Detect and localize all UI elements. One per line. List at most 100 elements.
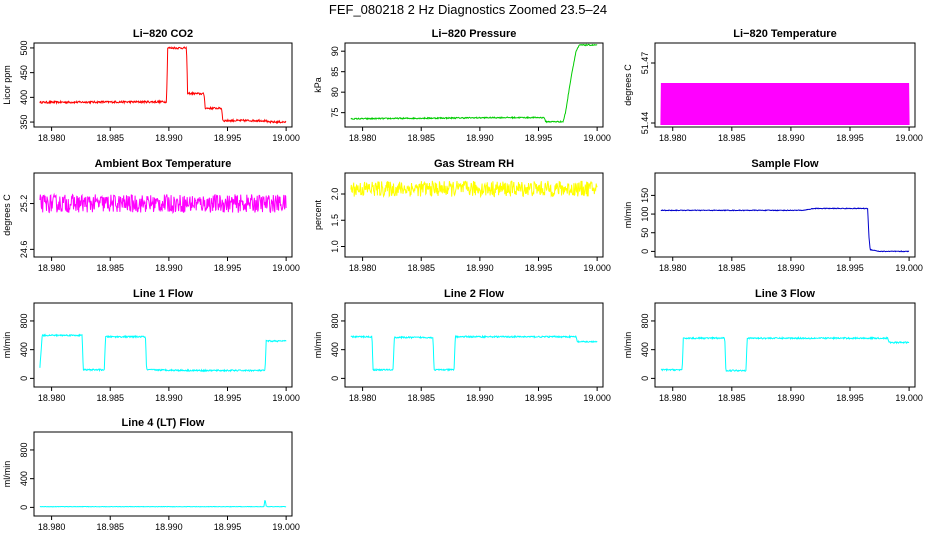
y-tick-label: 0 (19, 505, 29, 510)
y-tick-label: 800 (19, 313, 29, 328)
chart-title: Gas Stream RH (434, 158, 514, 170)
data-series-line (39, 46, 287, 125)
y-axis-label: kPa (313, 77, 323, 93)
data-series-line (350, 180, 598, 199)
y-tick-label: 100 (640, 207, 650, 222)
x-tick-label: 18.990 (466, 133, 494, 143)
y-axis-label: degrees C (2, 194, 12, 236)
x-tick-label: 19.000 (272, 522, 300, 532)
x-tick-label: 18.995 (214, 263, 242, 273)
data-series-line (39, 499, 287, 508)
chart-panel-9: Line 3 Flow ml/min 18.980 18.985 18.990 18.99… (623, 288, 923, 403)
chart-title: Line 1 Flow (133, 288, 193, 300)
y-axis-label: Licor ppm (2, 65, 12, 105)
x-tick-label: 18.985 (407, 393, 435, 403)
x-tick-label: 18.985 (718, 263, 746, 273)
data-series-line (660, 207, 910, 253)
data-series-line (350, 334, 598, 372)
x-tick-label: 18.980 (38, 393, 66, 403)
chart-panel-3: Li−820 Temperature degrees C 18.980 18.985 1… (623, 28, 923, 143)
y-tick-label: 2.0 (330, 188, 340, 201)
y-axis-label: ml/min (2, 332, 12, 359)
chart-panel-1: Li−820 CO2 Licor ppm 18.980 18.985 18.990 18.… (2, 28, 300, 143)
y-tick-label: 1.5 (330, 214, 340, 227)
x-tick-label: 19.000 (895, 263, 923, 273)
x-tick-label: 19.000 (583, 263, 611, 273)
x-tick-label: 19.000 (272, 263, 300, 273)
y-tick-label: 150 (640, 188, 650, 203)
y-tick-label: 450 (19, 65, 29, 80)
x-tick-label: 18.990 (466, 263, 494, 273)
chart-title: Line 4 (LT) Flow (122, 417, 205, 429)
chart-panel-2: Li−820 Pressure kPa 18.980 18.985 18.990 18.9… (313, 28, 611, 143)
y-axis-label: ml/min (2, 461, 12, 488)
data-series-line (350, 43, 598, 124)
x-tick-label: 19.000 (583, 393, 611, 403)
figure-title: FEF_080218 2 Hz Diagnostics Zoomed 23.5–… (329, 2, 607, 17)
chart-title: Ambient Box Temperature (95, 158, 232, 170)
y-tick-label: 400 (640, 342, 650, 357)
y-tick-label: 350 (19, 115, 29, 130)
y-tick-label: 0 (640, 376, 650, 381)
x-tick-label: 18.990 (155, 393, 183, 403)
y-tick-label: 800 (19, 442, 29, 457)
x-tick-label: 18.980 (349, 133, 377, 143)
x-tick-label: 18.995 (525, 263, 553, 273)
chart-title: Li−820 Temperature (733, 28, 836, 40)
x-tick-label: 18.985 (96, 393, 124, 403)
y-tick-label: 24.6 (19, 241, 29, 259)
chart-panel-8: Line 2 Flow ml/min 18.980 18.985 18.990 18.99… (313, 288, 611, 403)
x-tick-label: 18.990 (466, 393, 494, 403)
chart-panel-5: Gas Stream RH percent 18.980 18.985 18.990 18… (313, 158, 611, 273)
x-tick-label: 18.980 (349, 263, 377, 273)
y-tick-label: 400 (330, 342, 340, 357)
y-tick-label: 50 (640, 228, 650, 238)
chart-panel-7: Line 1 Flow ml/min 18.980 18.985 18.990 18.99… (2, 288, 300, 403)
x-tick-label: 18.990 (777, 133, 805, 143)
y-tick-label: 25.2 (19, 195, 29, 213)
data-series-line (660, 82, 910, 126)
data-series-line (39, 333, 287, 373)
y-tick-label: 800 (330, 313, 340, 328)
chart-title: Line 3 Flow (755, 288, 815, 300)
chart-title: Li−820 CO2 (133, 28, 193, 40)
y-tick-label: 400 (19, 471, 29, 486)
x-tick-label: 18.990 (777, 393, 805, 403)
x-tick-label: 18.995 (836, 393, 864, 403)
x-tick-label: 19.000 (583, 133, 611, 143)
x-tick-label: 18.995 (836, 133, 864, 143)
x-tick-label: 18.995 (836, 263, 864, 273)
y-tick-label: 90 (330, 46, 340, 56)
x-tick-label: 19.000 (272, 393, 300, 403)
y-axis-label: ml/min (623, 202, 633, 229)
chart-panel-4: Ambient Box Temperature degrees C 18.980 18… (2, 158, 300, 273)
y-axis-label: degrees C (623, 64, 633, 106)
x-tick-label: 18.995 (214, 133, 242, 143)
x-tick-label: 18.980 (38, 263, 66, 273)
x-tick-label: 19.000 (895, 133, 923, 143)
y-tick-label: 500 (19, 40, 29, 55)
x-tick-label: 18.995 (214, 522, 242, 532)
x-tick-label: 19.000 (272, 133, 300, 143)
x-tick-label: 18.995 (525, 393, 553, 403)
x-tick-label: 18.985 (96, 133, 124, 143)
x-tick-label: 18.980 (659, 393, 687, 403)
chart-title: Line 2 Flow (444, 288, 504, 300)
plot-frame (33, 431, 293, 517)
x-tick-label: 18.985 (407, 263, 435, 273)
y-tick-label: 0 (19, 376, 29, 381)
x-tick-label: 19.000 (895, 393, 923, 403)
chart-title: Li−820 Pressure (432, 28, 517, 40)
x-tick-label: 18.985 (718, 133, 746, 143)
x-tick-label: 18.990 (777, 263, 805, 273)
y-tick-label: 75 (330, 108, 340, 118)
y-axis-label: percent (313, 199, 323, 230)
y-tick-label: 0 (330, 376, 340, 381)
plot-frame (344, 172, 604, 258)
plot-frame (33, 302, 293, 388)
x-tick-label: 18.990 (155, 522, 183, 532)
data-series-line (39, 192, 287, 215)
data-series-line (660, 336, 910, 372)
y-axis-label: ml/min (623, 332, 633, 359)
